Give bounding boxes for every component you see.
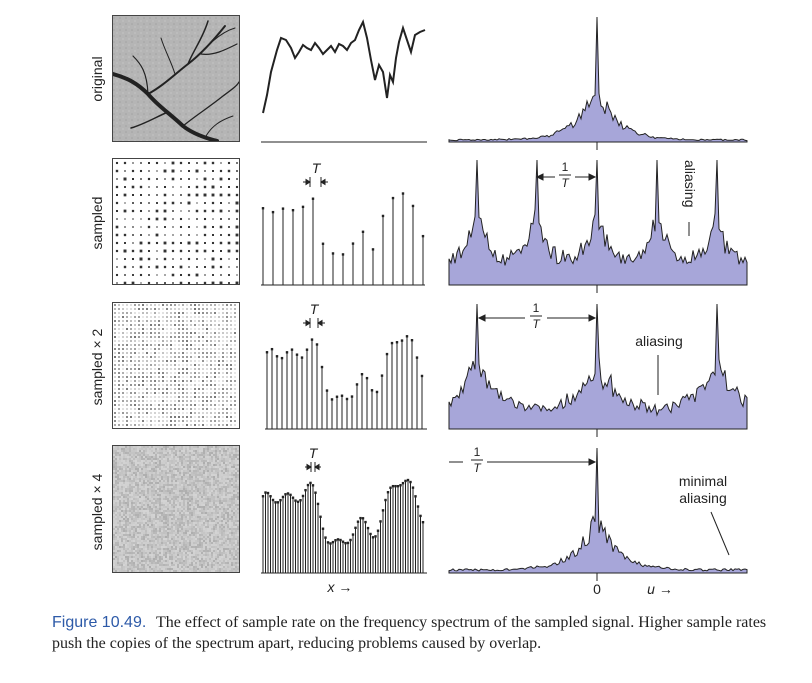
x-axis-label: x → [327, 579, 353, 595]
spectrum-column: 1 T 1 T 1 T aliasing aliasing minimal al… [448, 16, 748, 597]
sampled-x4-image-tile [112, 445, 240, 573]
T-marker-row3 [303, 318, 325, 328]
one-over-T-numerator-row2: 1 [562, 160, 569, 174]
T-label-row2: T [312, 160, 322, 176]
T-marker-row4 [305, 462, 321, 472]
sampled-x2-stems [265, 335, 427, 430]
one-over-T-denominator-row4: T [473, 461, 482, 475]
row-label-sampled-x4: sampled × 4 [89, 473, 105, 551]
row-label-original: original [89, 56, 105, 102]
original-image-tile [111, 15, 240, 143]
T-label-row4: T [309, 445, 319, 461]
sampled-image-tile [112, 158, 240, 285]
aliasing-label-row3: aliasing [635, 333, 682, 349]
branch-crack-image [111, 16, 240, 143]
one-over-T-denominator-row2: T [561, 176, 570, 190]
row-label-sampled-x2: sampled × 2 [89, 328, 105, 406]
spectrum-sampled [448, 159, 748, 286]
T-label-row3: T [310, 301, 320, 317]
sampled-x4-dot-grid [113, 446, 239, 572]
figure-caption: Figure 10.49. The effect of sample rate … [52, 612, 792, 654]
one-over-T-numerator-row3: 1 [533, 301, 540, 315]
one-over-T-arrow-row3 [477, 314, 597, 322]
original-signal-curve [262, 19, 426, 114]
minimal-aliasing-line2: aliasing [679, 490, 726, 506]
figure-number: Figure 10.49. [52, 614, 147, 631]
sampled-stems [261, 192, 425, 286]
T-marker-row2 [303, 177, 328, 187]
sampled-x2-dot-grid [114, 304, 236, 426]
row-label-sampled: sampled [89, 196, 105, 250]
u-axis-label: u → [647, 581, 673, 597]
spectrum-sampled-x2 [448, 303, 748, 430]
spectrum-original [448, 16, 748, 143]
caption-text: The effect of sample rate on the frequen… [52, 614, 767, 652]
sampled-dot-grid [115, 161, 239, 285]
one-over-T-denominator-row3: T [532, 317, 541, 331]
sampled-x2-image-tile [112, 302, 240, 429]
minimal-aliasing-line1: minimal [679, 473, 727, 489]
signal-column: T T T x → [261, 19, 427, 595]
sampled-x4-stems [261, 478, 427, 574]
spectrum-sampled-x4 [448, 447, 748, 574]
minimal-aliasing-pointer [710, 511, 730, 556]
one-over-T-arrow-row2 [535, 173, 597, 181]
aliasing-label-row2: aliasing [682, 160, 698, 207]
one-over-T-numerator-row4: 1 [474, 445, 481, 459]
one-over-T-arrow-row4 [449, 458, 597, 466]
zero-label: 0 [593, 581, 601, 597]
